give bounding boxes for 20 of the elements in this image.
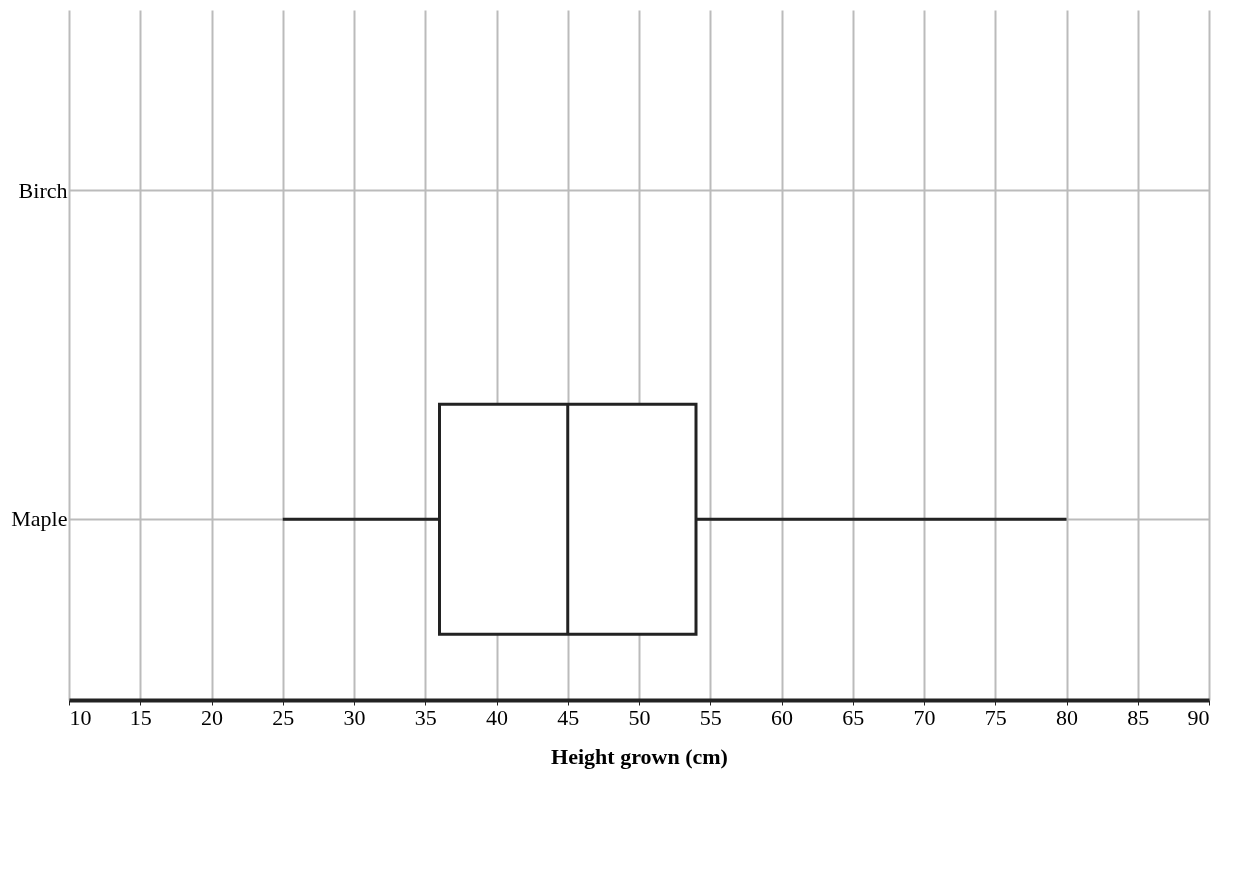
- x-tick-label: 20: [201, 704, 223, 730]
- x-tick-label: 30: [343, 704, 366, 730]
- x-tick-label: 15: [129, 704, 152, 730]
- x-tick-label: 55: [699, 704, 722, 730]
- x-tick-label: 25: [272, 704, 295, 730]
- x-tick-label: 35: [414, 704, 437, 730]
- x-axis-title: Height grown (cm): [551, 743, 728, 769]
- x-tick-label: 50: [628, 704, 651, 730]
- x-tick-label: 40: [486, 704, 508, 730]
- y-tick-label: Maple: [11, 506, 68, 532]
- x-tick-label: 90: [1187, 704, 1210, 730]
- x-tick-label: 70: [913, 704, 936, 730]
- y-tick-label: Birch: [18, 177, 68, 203]
- x-tick-label: 75: [984, 704, 1007, 730]
- x-tick-label: 85: [1127, 704, 1150, 730]
- x-tick-label: 10: [69, 704, 92, 730]
- x-tick-label: 65: [842, 704, 865, 730]
- x-tick-label: 60: [771, 704, 793, 730]
- x-tick-label: 45: [557, 704, 580, 730]
- x-tick-label: 80: [1056, 704, 1078, 730]
